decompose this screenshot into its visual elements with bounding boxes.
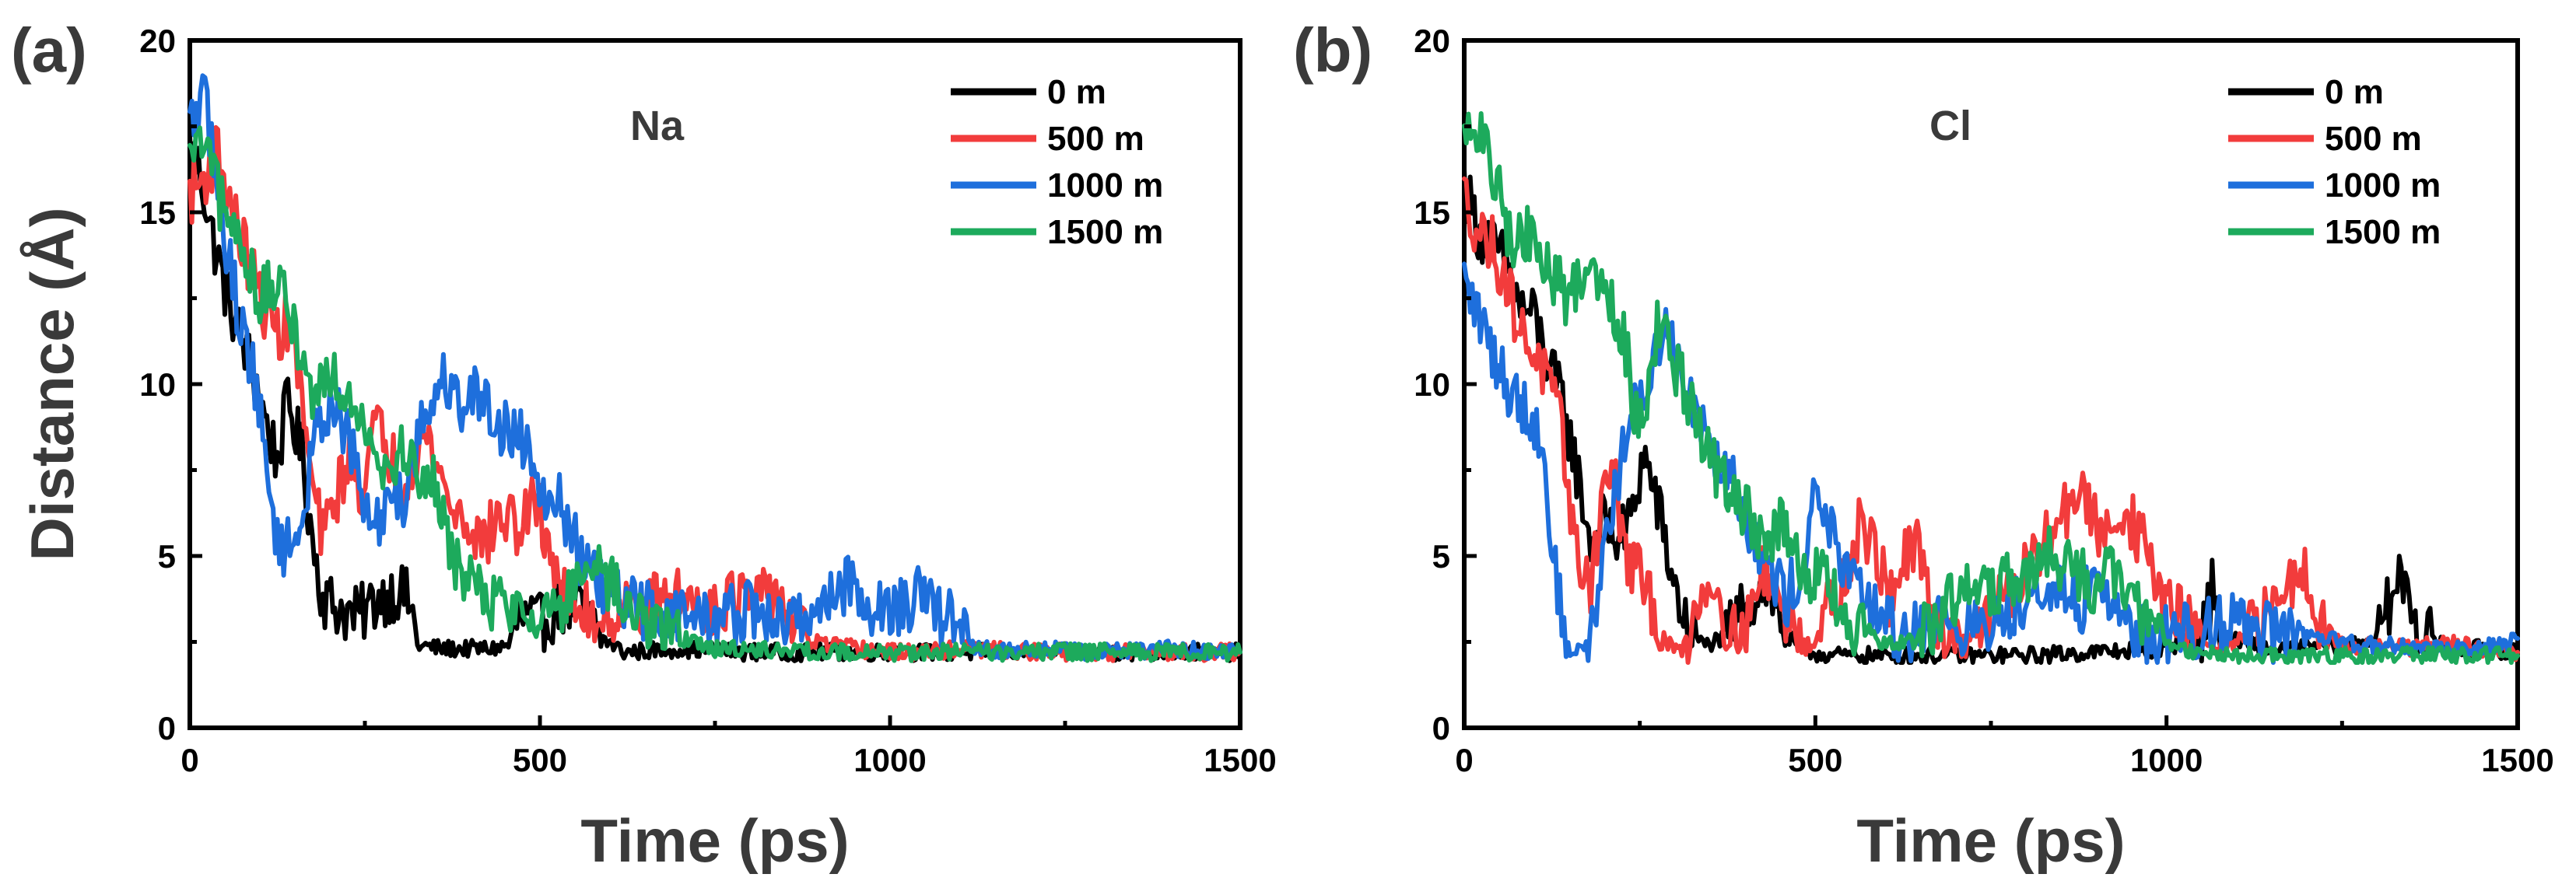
panel-a-x-axis-label: Time (ps) bbox=[580, 806, 849, 875]
panel-b-y-tick-label-10: 10 bbox=[1414, 366, 1450, 403]
panel-b-series-1500-m bbox=[1462, 111, 2520, 665]
panel-a-legend: 0 m 500 m 1000 m 1500 m bbox=[951, 73, 1163, 251]
panel-b-series-1000-m bbox=[1462, 261, 2520, 665]
panel-b-series bbox=[1462, 111, 2520, 665]
panel-b-cl: 0 500 1000 1500 0 5 10 15 20 (b) Cl Time (ps) 0 … bbox=[1293, 16, 2554, 875]
panel-a-axes: 0 500 1000 1500 0 5 10 15 20 bbox=[139, 23, 1276, 778]
panel-a-legend-label-500-m: 500 m bbox=[1047, 120, 1144, 158]
panel-a-y-tick-label-20: 20 bbox=[139, 23, 176, 59]
panel-b-x-tick-label-0: 0 bbox=[1455, 742, 1473, 778]
panel-a-series-1500-m bbox=[188, 125, 1242, 663]
panel-b-x-axis-label: Time (ps) bbox=[1856, 806, 2125, 875]
panel-b-legend-label-1000-m: 1000 m bbox=[2325, 166, 2441, 205]
panel-a-x-tick-label-1500: 1500 bbox=[1204, 742, 1276, 778]
panel-a-y-tick-label-15: 15 bbox=[139, 194, 176, 231]
panel-a-x-tick-label-0: 0 bbox=[180, 742, 198, 778]
panel-b-legend-label-0-m: 0 m bbox=[2325, 73, 2384, 111]
panel-b-legend: 0 m 500 m 1000 m 1500 m bbox=[2228, 73, 2441, 251]
panel-b-ion-annotation: Cl bbox=[1929, 103, 1971, 149]
panel-b-x-tick-label-500: 500 bbox=[1788, 742, 1842, 778]
panel-a-y-tick-label-0: 0 bbox=[158, 710, 176, 746]
panel-a-y-tick-label-10: 10 bbox=[139, 366, 176, 403]
panel-a-legend-label-1500-m: 1500 m bbox=[1047, 213, 1163, 251]
panel-a-x-tick-label-500: 500 bbox=[513, 742, 567, 778]
panel-b-y-tick-label-20: 20 bbox=[1414, 23, 1450, 59]
panel-b-y-tick-label-0: 0 bbox=[1432, 710, 1450, 746]
panel-a-legend-label-0-m: 0 m bbox=[1047, 73, 1106, 111]
panel-b-x-tick-label-1500: 1500 bbox=[2481, 742, 2553, 778]
panel-b-legend-label-500-m: 500 m bbox=[2325, 120, 2422, 158]
panel-a-na: 0 500 1000 1500 0 5 10 15 20 (a) Na Time (ps) Di… bbox=[11, 16, 1277, 875]
panel-b-legend-label-1500-m: 1500 m bbox=[2325, 213, 2441, 251]
panel-b-x-tick-label-1000: 1000 bbox=[2130, 742, 2203, 778]
panel-b-y-tick-label-15: 15 bbox=[1414, 194, 1450, 231]
panel-a-ion-annotation: Na bbox=[630, 103, 685, 149]
panel-b-y-tick-label-5: 5 bbox=[1432, 538, 1450, 575]
panel-a-y-axis-label: Distance (Å) bbox=[18, 207, 86, 561]
panel-a-series bbox=[188, 73, 1242, 663]
panel-b-label: (b) bbox=[1293, 16, 1372, 85]
panel-b-axes: 0 500 1000 1500 0 5 10 15 20 bbox=[1414, 23, 2553, 778]
panel-a-series-1000-m bbox=[188, 73, 1242, 663]
panel-a-x-tick-label-1000: 1000 bbox=[853, 742, 926, 778]
panel-a-legend-label-1000-m: 1000 m bbox=[1047, 166, 1163, 205]
panel-a-y-tick-label-5: 5 bbox=[158, 538, 176, 575]
panel-a-label: (a) bbox=[11, 16, 87, 85]
